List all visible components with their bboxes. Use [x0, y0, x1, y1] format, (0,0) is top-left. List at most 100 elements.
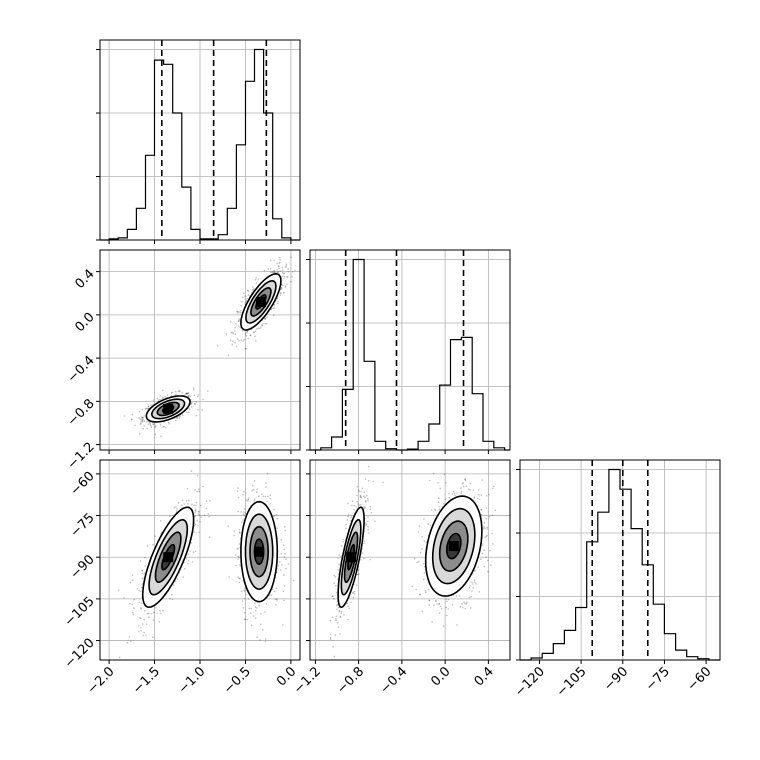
sample-point [346, 602, 349, 605]
sample-point [159, 395, 162, 397]
sample-point [175, 393, 177, 396]
sample-point [261, 493, 263, 496]
sample-point [237, 325, 240, 327]
sample-point [331, 595, 334, 598]
sample-point [197, 513, 200, 515]
sample-point [134, 424, 136, 427]
sample-point [487, 570, 489, 573]
sample-point [150, 425, 152, 427]
sample-point [152, 423, 154, 425]
sample-point [194, 402, 196, 405]
sample-point [335, 619, 337, 621]
density-peak [163, 403, 174, 414]
sample-point [282, 624, 284, 626]
sample-point [235, 345, 238, 348]
sample-point [360, 496, 363, 499]
sample-point [194, 515, 196, 518]
y-tick-label: −105 [62, 594, 98, 630]
sample-point [363, 542, 366, 545]
sample-point [485, 535, 488, 537]
sample-point [168, 515, 171, 518]
sample-point [364, 501, 367, 503]
sample-point [273, 508, 276, 511]
sample-point [199, 520, 201, 523]
sample-point [244, 512, 247, 514]
sample-point [246, 331, 248, 334]
sample-point [270, 259, 272, 262]
sample-point [185, 411, 188, 414]
sample-point [357, 569, 360, 571]
sample-point [238, 528, 241, 531]
sample-point [357, 573, 359, 576]
sample-point [148, 405, 150, 407]
sample-point [255, 277, 257, 279]
sample-point [194, 510, 197, 512]
sample-point [260, 613, 262, 615]
sample-point [465, 602, 468, 605]
sample-point [367, 516, 369, 518]
sample-point [264, 317, 266, 320]
sample-point [273, 271, 276, 274]
sample-point [478, 493, 480, 496]
sample-point [279, 261, 281, 264]
sample-point [245, 300, 248, 302]
sample-point [260, 326, 262, 329]
sample-point [137, 625, 140, 627]
sample-point [144, 556, 146, 559]
sample-point [176, 508, 178, 510]
sample-point [428, 604, 431, 606]
sample-point [276, 262, 278, 265]
sample-point [144, 565, 147, 567]
sample-point [174, 580, 177, 583]
sample-point [187, 562, 189, 565]
sample-point [351, 504, 353, 507]
sample-point [140, 626, 142, 629]
sample-point [256, 328, 258, 330]
sample-point [117, 589, 120, 591]
sample-point [239, 565, 242, 567]
sample-point [264, 495, 267, 498]
sample-point [476, 497, 479, 500]
sample-point [186, 392, 188, 395]
sample-point [419, 593, 421, 596]
sample-point [374, 520, 376, 523]
sample-point [244, 333, 247, 335]
sample-point [187, 502, 189, 505]
sample-point [175, 506, 177, 508]
sample-point [278, 265, 280, 268]
sample-point [261, 324, 264, 327]
sample-point [131, 603, 133, 605]
sample-point [141, 416, 144, 419]
sample-point [263, 269, 266, 272]
sample-point [146, 545, 149, 547]
sample-point [483, 521, 486, 524]
sample-point [138, 601, 140, 604]
sample-point [338, 554, 340, 556]
sample-point [338, 563, 340, 566]
sample-point [277, 265, 280, 267]
sample-point [464, 478, 466, 481]
sample-point [346, 519, 349, 521]
sample-point [141, 420, 144, 423]
sample-point [336, 621, 339, 624]
sample-point [460, 490, 463, 493]
sample-point [350, 516, 352, 519]
panel-frame [309, 249, 511, 451]
sample-point [369, 558, 372, 561]
sample-point [275, 513, 278, 516]
sample-point [262, 629, 264, 631]
sample-point [435, 600, 437, 602]
sample-point [169, 597, 171, 600]
sample-point [415, 588, 418, 591]
sample-point [202, 398, 204, 401]
sample-point [207, 513, 209, 515]
sample-point [279, 294, 282, 296]
sample-point [287, 268, 289, 270]
sample-point [277, 565, 280, 567]
sample-point [155, 425, 157, 427]
sample-point [356, 500, 358, 503]
sample-point [367, 499, 369, 502]
sample-point [257, 278, 260, 280]
sample-point [336, 603, 339, 606]
sample-point [284, 553, 286, 555]
